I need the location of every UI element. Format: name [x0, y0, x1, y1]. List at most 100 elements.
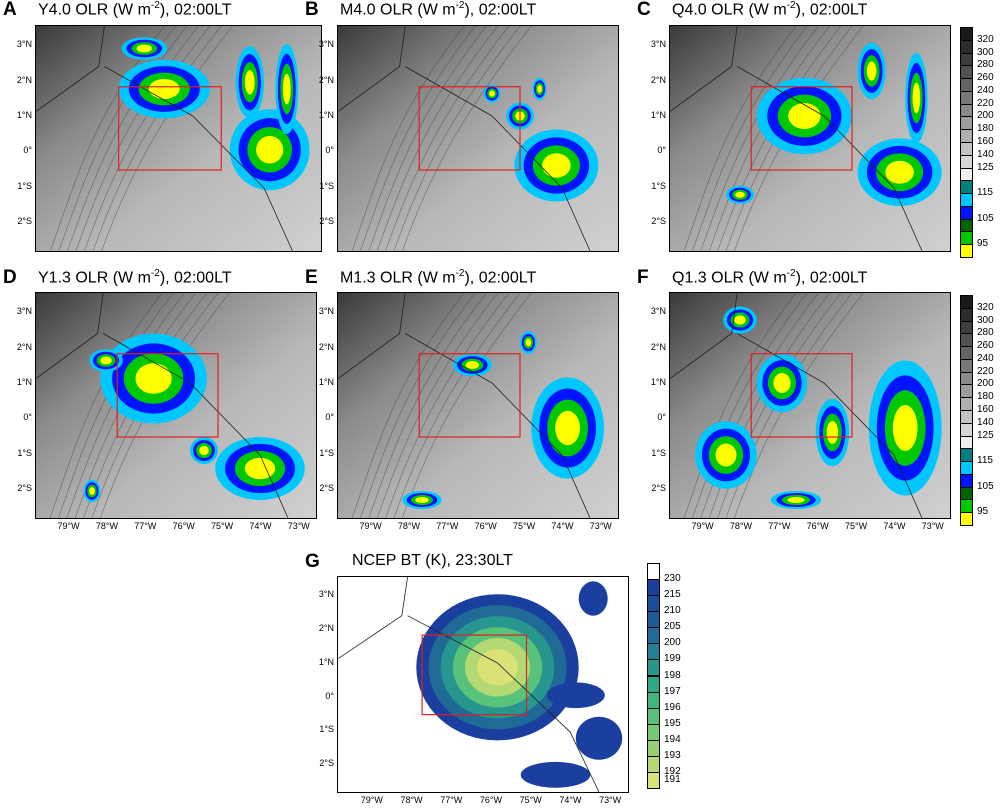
colorbar-swatch — [960, 512, 973, 526]
terrain-contour — [683, 26, 797, 251]
panel-title: Q4.0 OLR (W m-2), 02:00LT — [672, 0, 867, 19]
panel-g: G NCEP BT (K), 23:30LT 3°N 2°N 1°N 0° 1°S 2°S 79… — [302, 548, 637, 811]
cloud-region — [892, 405, 918, 451]
colorbar-label: 198 — [664, 669, 681, 681]
panel-title: Q1.3 OLR (W m-2), 02:00LT — [672, 268, 867, 287]
colorbar-swatch — [960, 231, 973, 246]
country-border — [338, 293, 591, 518]
colorbar-swatch — [960, 499, 973, 514]
colorbar-label: 260 — [977, 340, 994, 352]
country-border — [670, 293, 923, 518]
colorbar-label: 280 — [977, 327, 994, 339]
terrain-contour — [351, 293, 465, 518]
colorbar-swatch — [960, 90, 973, 105]
panel-title: Y4.0 OLR (W m-2), 02:00LT — [38, 0, 232, 19]
terrain-contour — [717, 293, 842, 518]
colorbar-swatch — [647, 739, 660, 757]
colorbar-swatch — [960, 27, 973, 41]
lat-tick-label: 2°S — [651, 482, 666, 493]
terrain-contour — [717, 26, 842, 251]
cloud-region — [282, 73, 291, 105]
lat-tick-label: 0° — [23, 145, 32, 156]
colorbar-swatch — [647, 611, 660, 629]
country-border — [670, 26, 923, 251]
panel-title-superscript: -2 — [455, 268, 465, 279]
colorbar-swatch — [960, 307, 973, 322]
panel-title-superscript: -2 — [786, 268, 796, 279]
cloud-region — [826, 421, 839, 444]
colorbar-swatch — [960, 39, 973, 54]
map-area — [669, 292, 951, 519]
panel-d: D Y1.3 OLR (W m-2), 02:00LT 3°N 2°N 1°N 0° 1°S… — [0, 267, 335, 548]
lon-tick-label: 77°W — [436, 521, 459, 531]
colorbar-label: 260 — [977, 72, 994, 84]
cloud-region — [715, 443, 737, 467]
lat-tick-label: 3°N — [318, 306, 334, 317]
lat-tick-label: 3°N — [318, 589, 334, 600]
cloud-region — [415, 496, 429, 504]
colorbar-label: 105 — [977, 480, 994, 492]
cloud-region — [244, 457, 276, 480]
cloud-region — [89, 487, 95, 495]
country-border — [338, 26, 591, 251]
lat-tick-label: 2°S — [651, 215, 666, 226]
colorbar-label: 193 — [664, 749, 681, 761]
panel-title-superscript: -2 — [150, 0, 160, 11]
cloud-region — [788, 102, 821, 130]
terrain-contour — [683, 293, 797, 518]
lon-tick-label: 75°W — [512, 521, 536, 531]
map-area — [35, 292, 317, 519]
colorbar-label: 95 — [977, 506, 989, 518]
terrain-contour — [376, 26, 498, 251]
map-canvas — [338, 293, 618, 518]
lon-tick-label: 78°W — [729, 521, 752, 531]
lat-tick-label: 2°N — [318, 74, 334, 85]
cloud-region — [787, 496, 805, 504]
colorbar-swatch — [960, 384, 973, 399]
lat-tick-label: 0° — [23, 412, 32, 423]
panel-title-text: Y1.3 OLR (W m — [38, 269, 151, 287]
terrain-contour — [351, 26, 465, 251]
colorbar-swatch — [647, 643, 660, 661]
colorbar-label: 215 — [664, 589, 681, 601]
colorbar-label: 320 — [977, 33, 994, 45]
terrain-contour — [360, 293, 476, 518]
panel-title: M4.0 OLR (W m-2), 02:00LT — [340, 0, 536, 19]
colorbar-label: 140 — [977, 416, 994, 428]
lon-tick-label: 73°W — [287, 521, 310, 531]
colorbar-label: 200 — [977, 378, 994, 390]
cloud-region — [773, 373, 791, 393]
colorbar-label: 194 — [664, 733, 681, 745]
colorbar-swatch — [647, 595, 660, 613]
cloud-region — [912, 82, 921, 114]
study-area-box — [418, 86, 521, 171]
colorbar-label: 115 — [977, 455, 993, 467]
colorbar-label: 180 — [977, 391, 994, 403]
study-area-box — [116, 353, 219, 438]
lat-tick-label: 1°N — [318, 109, 334, 120]
terrain-contour — [402, 26, 532, 251]
panel-title-suffix: ), 02:00LT — [464, 1, 537, 19]
panel-letter: C — [637, 0, 651, 20]
map-canvas — [670, 26, 950, 251]
map-area — [35, 25, 322, 252]
colorbar-swatch — [960, 116, 973, 131]
panel-f: F Q1.3 OLR (W m-2), 02:00LT 3°N 2°N 1°N 0° 1°S… — [634, 267, 969, 548]
colorbar-swatch — [960, 358, 973, 373]
terrain-contour — [402, 293, 532, 518]
terrain-contour — [368, 26, 487, 251]
colorbar-label: 197 — [664, 685, 681, 697]
country-border — [36, 293, 289, 518]
lat-tick-label: 3°N — [650, 39, 666, 50]
lon-tick-label: 78°W — [400, 795, 423, 805]
lat-tick-label: 1°S — [319, 447, 334, 458]
lon-tick-label: 78°W — [95, 521, 118, 531]
cloud-region — [136, 44, 153, 53]
colorbar-label: 180 — [977, 123, 994, 135]
colorbar-swatch — [960, 346, 973, 360]
colorbar-label: 240 — [977, 352, 994, 364]
panel-title-superscript: -2 — [150, 268, 160, 279]
bt-colorbar: 230 215 210 205 200 199 198 197 196 195 194 193 192 1… — [647, 563, 692, 789]
cloud-region — [525, 338, 532, 347]
colorbar-swatch — [647, 563, 660, 581]
